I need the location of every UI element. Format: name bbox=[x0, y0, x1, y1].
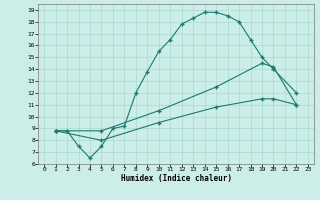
X-axis label: Humidex (Indice chaleur): Humidex (Indice chaleur) bbox=[121, 174, 231, 183]
